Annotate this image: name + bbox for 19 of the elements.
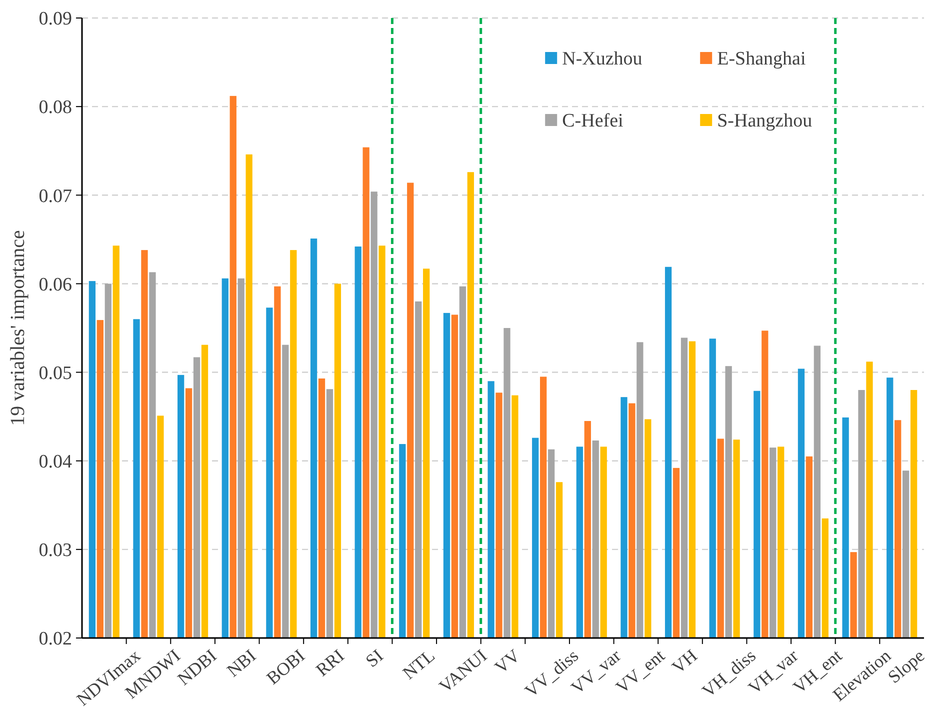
x-tick-label: RRI <box>312 645 348 680</box>
legend-label: N-Xuzhou <box>562 48 643 70</box>
y-tick-label: 0.02 <box>38 628 72 650</box>
y-tick-label: 0.05 <box>38 362 72 384</box>
legend-label: S-Hangzhou <box>717 110 813 132</box>
y-tick-label: 0.09 <box>38 8 72 30</box>
legend-label: E-Shanghai <box>717 48 806 70</box>
x-tick-label: VV <box>490 645 524 678</box>
y-tick-label: 0.08 <box>38 97 72 118</box>
y-tick-label: 0.04 <box>38 452 72 473</box>
x-tick-label: NBI <box>223 645 260 681</box>
y-axis-title: 19 variables' importance <box>7 230 29 426</box>
y-tick-label: 0.03 <box>38 540 72 562</box>
legend-label: C-Hefei <box>562 110 624 132</box>
x-tick-label: NTL <box>398 645 438 684</box>
x-tick-label: SI <box>362 645 387 672</box>
x-tick-label: VH <box>668 645 701 678</box>
y-tick-label: 0.06 <box>38 274 72 296</box>
y-tick-label: 0.07 <box>38 186 72 207</box>
